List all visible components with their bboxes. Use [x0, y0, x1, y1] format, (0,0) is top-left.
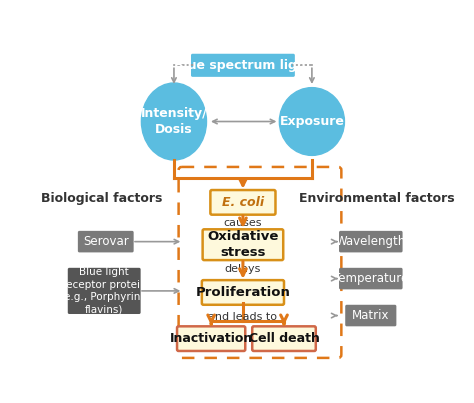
- Text: Proliferation: Proliferation: [195, 286, 291, 299]
- FancyBboxPatch shape: [210, 190, 275, 215]
- Ellipse shape: [279, 87, 345, 156]
- Text: causes: causes: [224, 218, 262, 228]
- Text: delays: delays: [225, 264, 261, 274]
- FancyBboxPatch shape: [345, 305, 396, 326]
- FancyBboxPatch shape: [78, 231, 134, 252]
- Text: Blue light
receptor protein
(e.g., Porphyrins,
flavins): Blue light receptor protein (e.g., Porph…: [60, 267, 149, 314]
- FancyBboxPatch shape: [191, 54, 295, 77]
- FancyBboxPatch shape: [202, 280, 284, 305]
- Text: and leads to: and leads to: [209, 312, 277, 322]
- FancyBboxPatch shape: [202, 229, 283, 260]
- Text: E. coli: E. coli: [222, 196, 264, 209]
- Text: Biological factors: Biological factors: [41, 192, 163, 205]
- Text: Inactivation: Inactivation: [170, 332, 253, 345]
- FancyBboxPatch shape: [68, 268, 141, 314]
- FancyBboxPatch shape: [339, 268, 402, 289]
- Text: Oxidative
stress: Oxidative stress: [207, 230, 279, 259]
- Text: Blue spectrum light: Blue spectrum light: [174, 59, 312, 72]
- FancyBboxPatch shape: [339, 231, 402, 252]
- FancyBboxPatch shape: [177, 326, 245, 351]
- Text: Environmental factors: Environmental factors: [299, 192, 455, 205]
- Text: Intensity/
Dosis: Intensity/ Dosis: [141, 107, 207, 136]
- Text: Temperature: Temperature: [333, 272, 409, 285]
- Ellipse shape: [141, 83, 207, 160]
- FancyBboxPatch shape: [252, 326, 316, 351]
- Text: Exposure: Exposure: [280, 115, 344, 128]
- Text: Matrix: Matrix: [352, 309, 390, 322]
- Text: Wavelength: Wavelength: [336, 235, 406, 248]
- Text: Serovar: Serovar: [83, 235, 128, 248]
- Text: Cell death: Cell death: [248, 332, 319, 345]
